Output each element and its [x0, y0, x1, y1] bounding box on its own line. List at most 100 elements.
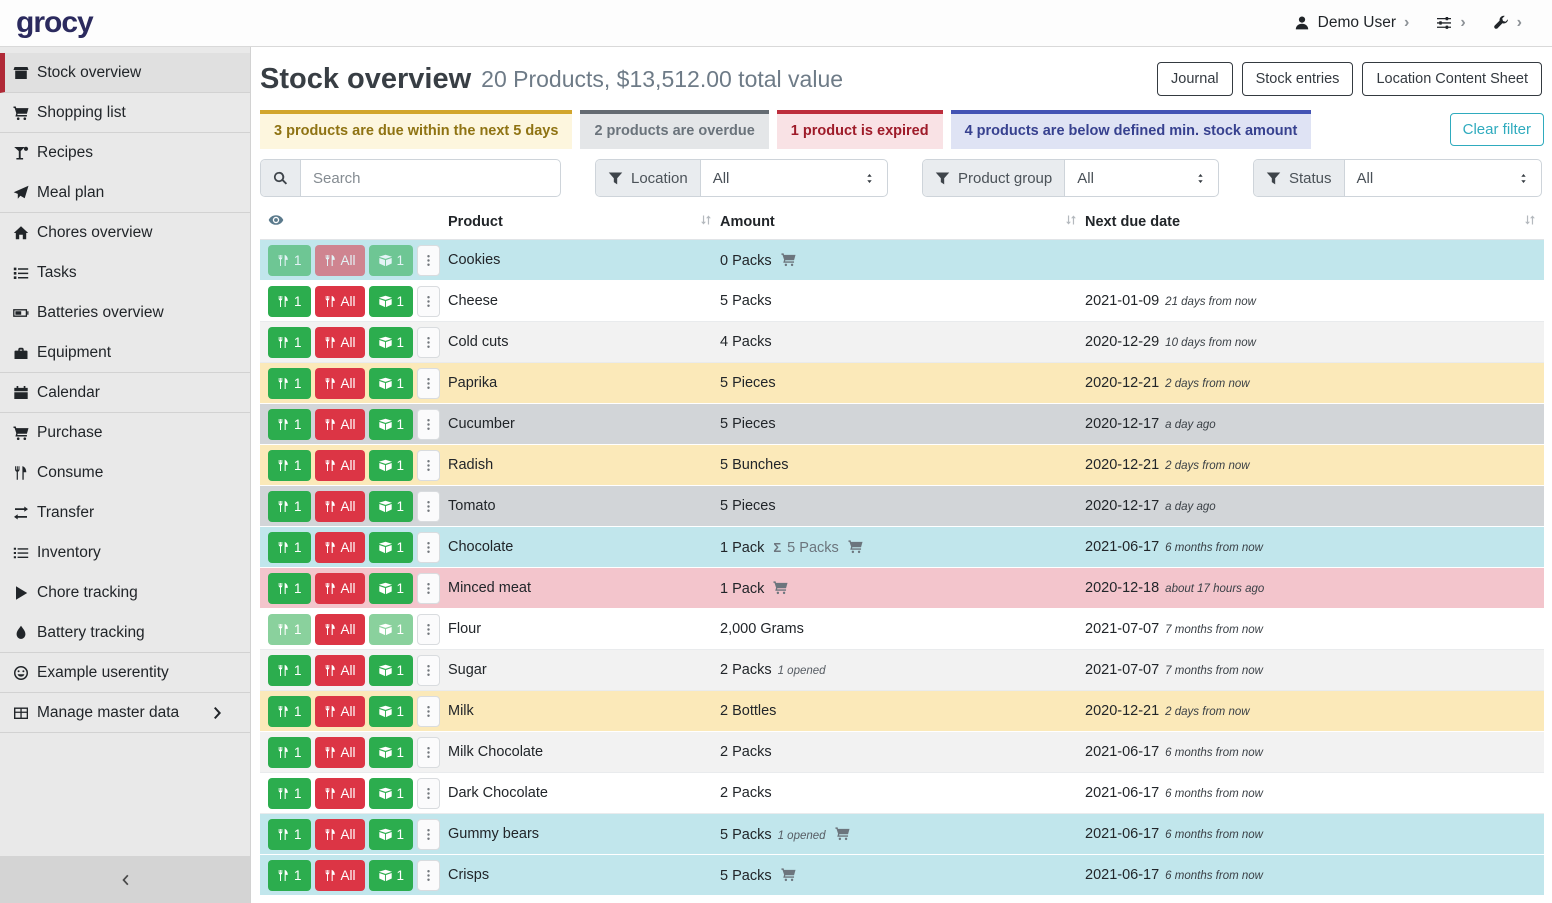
sidebar-item-chores-overview[interactable]: Chores overview — [0, 213, 250, 253]
location-filter[interactable]: Location All — [595, 159, 888, 197]
sidebar-item-meal-plan[interactable]: Meal plan — [0, 173, 250, 213]
status-select[interactable]: All — [1345, 160, 1541, 196]
consume-all-button[interactable]: All — [314, 449, 365, 481]
product-group-select[interactable]: All — [1065, 160, 1218, 196]
sidebar-item-battery-tracking[interactable]: Battery tracking — [0, 613, 250, 653]
consume-all-button[interactable]: All — [314, 326, 365, 358]
consume-all-button[interactable]: All — [314, 654, 365, 686]
sidebar-item-example-userentity[interactable]: Example userentity — [0, 653, 250, 693]
eye-icon[interactable] — [268, 212, 284, 228]
consume-one-button[interactable]: 1 — [268, 654, 311, 686]
consume-all-button[interactable]: All — [314, 818, 365, 850]
row-menu-button[interactable] — [417, 326, 440, 358]
sidebar-item-consume[interactable]: Consume — [0, 453, 250, 493]
row-menu-button[interactable] — [417, 531, 440, 563]
consume-one-button[interactable]: 1 — [268, 449, 311, 481]
location-content-sheet-button[interactable]: Location Content Sheet — [1362, 62, 1542, 96]
location-select[interactable]: All — [701, 160, 887, 196]
amount-column-header[interactable]: Amount — [720, 207, 1085, 240]
status-filter[interactable]: Status All — [1253, 159, 1542, 197]
sidebar-item-inventory[interactable]: Inventory — [0, 533, 250, 573]
row-menu-button[interactable] — [417, 859, 440, 891]
due-date-column-header[interactable]: Next due date — [1085, 207, 1544, 240]
sidebar-collapse-button[interactable] — [0, 856, 250, 903]
open-one-button[interactable]: 1 — [368, 531, 414, 563]
consume-one-button[interactable]: 1 — [268, 367, 311, 399]
sort-icon[interactable] — [1524, 214, 1536, 230]
row-menu-button[interactable] — [417, 777, 440, 809]
row-menu-button[interactable] — [417, 654, 440, 686]
status-bar-expired[interactable]: 1 product is expired — [776, 110, 943, 149]
search-input[interactable] — [301, 160, 560, 196]
row-menu-button[interactable] — [417, 449, 440, 481]
sidebar-item-calendar[interactable]: Calendar — [0, 373, 250, 413]
row-menu-button[interactable] — [417, 367, 440, 399]
row-menu-button[interactable] — [417, 572, 440, 604]
sidebar-item-chore-tracking[interactable]: Chore tracking — [0, 573, 250, 613]
journal-button[interactable]: Journal — [1157, 62, 1233, 96]
consume-one-button[interactable]: 1 — [268, 244, 311, 276]
row-menu-button[interactable] — [417, 695, 440, 727]
consume-one-button[interactable]: 1 — [268, 613, 311, 645]
row-menu-button[interactable] — [417, 490, 440, 522]
sidebar-item-manage-master-data[interactable]: Manage master data — [0, 693, 250, 733]
consume-all-button[interactable]: All — [314, 859, 365, 891]
open-one-button[interactable]: 1 — [368, 818, 414, 850]
consume-one-button[interactable]: 1 — [268, 531, 311, 563]
open-one-button[interactable]: 1 — [368, 777, 414, 809]
open-one-button[interactable]: 1 — [368, 449, 414, 481]
sidebar-item-transfer[interactable]: Transfer — [0, 493, 250, 533]
open-one-button[interactable]: 1 — [368, 326, 414, 358]
consume-all-button[interactable]: All — [314, 736, 365, 768]
consume-one-button[interactable]: 1 — [268, 736, 311, 768]
consume-all-button[interactable]: All — [314, 285, 365, 317]
sidebar-item-purchase[interactable]: Purchase — [0, 413, 250, 453]
settings-menu[interactable]: › — [1436, 15, 1466, 31]
product-column-header[interactable]: Product — [448, 207, 720, 240]
sidebar-item-batteries-overview[interactable]: Batteries overview — [0, 293, 250, 333]
consume-all-button[interactable]: All — [314, 572, 365, 604]
open-one-button[interactable]: 1 — [368, 572, 414, 604]
row-menu-button[interactable] — [417, 408, 440, 440]
open-one-button[interactable]: 1 — [368, 736, 414, 768]
sort-icon[interactable] — [1065, 214, 1077, 230]
consume-one-button[interactable]: 1 — [268, 695, 311, 727]
status-bar-overdue[interactable]: 2 products are overdue — [580, 110, 769, 149]
sidebar-item-equipment[interactable]: Equipment — [0, 333, 250, 373]
consume-one-button[interactable]: 1 — [268, 285, 311, 317]
open-one-button[interactable]: 1 — [368, 695, 414, 727]
consume-one-button[interactable]: 1 — [268, 572, 311, 604]
open-one-button[interactable]: 1 — [368, 859, 414, 891]
consume-one-button[interactable]: 1 — [268, 859, 311, 891]
open-one-button[interactable]: 1 — [368, 490, 414, 522]
sort-icon[interactable] — [700, 214, 712, 230]
consume-all-button[interactable]: All — [314, 490, 365, 522]
consume-all-button[interactable]: All — [314, 695, 365, 727]
consume-one-button[interactable]: 1 — [268, 777, 311, 809]
consume-one-button[interactable]: 1 — [268, 490, 311, 522]
consume-all-button[interactable]: All — [314, 531, 365, 563]
consume-one-button[interactable]: 1 — [268, 326, 311, 358]
consume-all-button[interactable]: All — [314, 777, 365, 809]
open-one-button[interactable]: 1 — [368, 613, 414, 645]
consume-all-button[interactable]: All — [314, 367, 365, 399]
sidebar-item-recipes[interactable]: Recipes — [0, 133, 250, 173]
open-one-button[interactable]: 1 — [368, 285, 414, 317]
row-menu-button[interactable] — [417, 613, 440, 645]
row-menu-button[interactable] — [417, 818, 440, 850]
consume-all-button[interactable]: All — [314, 408, 365, 440]
row-menu-button[interactable] — [417, 244, 440, 276]
open-one-button[interactable]: 1 — [368, 408, 414, 440]
open-one-button[interactable]: 1 — [368, 367, 414, 399]
status-bar-below-min[interactable]: 4 products are below defined min. stock … — [950, 110, 1312, 149]
stock-entries-button[interactable]: Stock entries — [1241, 62, 1354, 96]
sidebar-item-shopping-list[interactable]: Shopping list — [0, 93, 250, 133]
consume-one-button[interactable]: 1 — [268, 818, 311, 850]
user-menu[interactable]: Demo User › — [1294, 14, 1409, 32]
product-group-filter[interactable]: Product group All — [922, 159, 1219, 197]
open-one-button[interactable]: 1 — [368, 244, 414, 276]
open-one-button[interactable]: 1 — [368, 654, 414, 686]
admin-menu[interactable]: › — [1493, 15, 1522, 31]
row-menu-button[interactable] — [417, 736, 440, 768]
consume-all-button[interactable]: All — [314, 244, 365, 276]
